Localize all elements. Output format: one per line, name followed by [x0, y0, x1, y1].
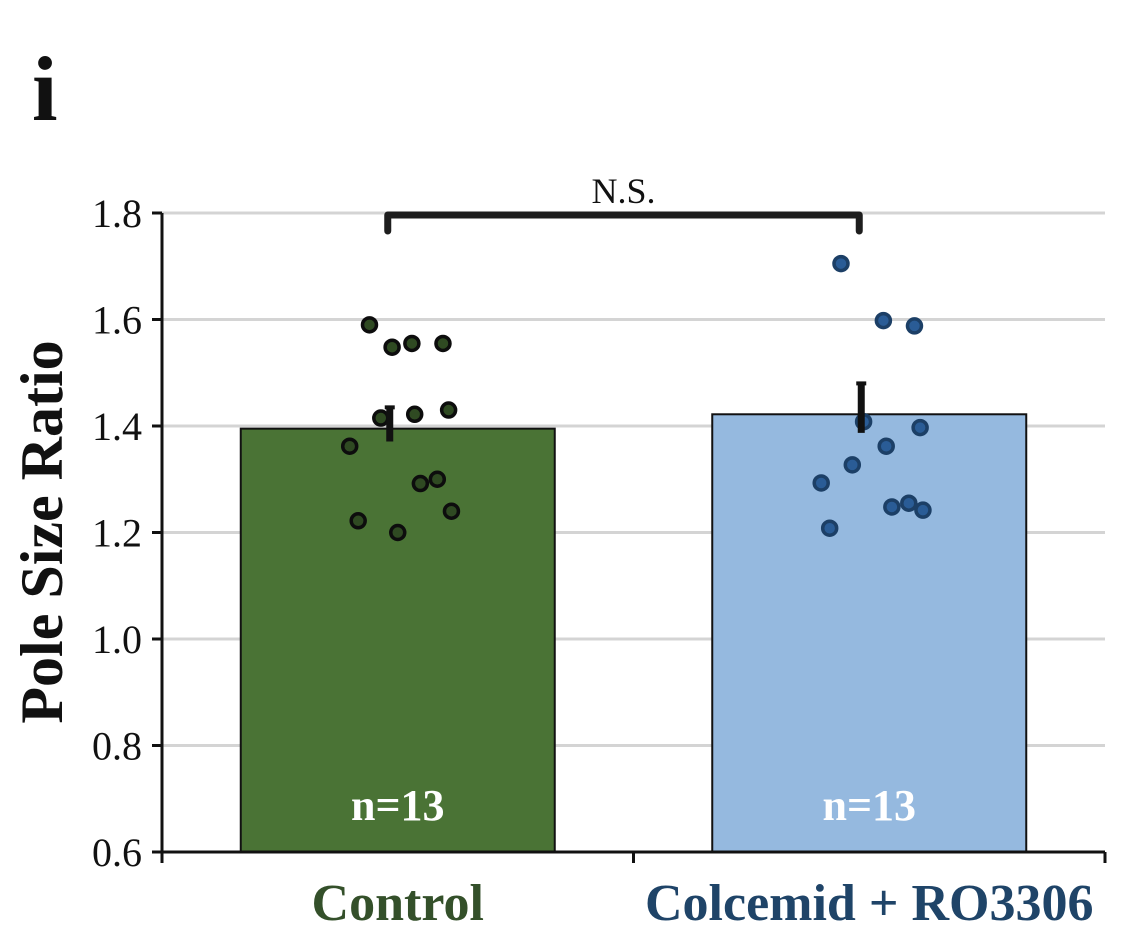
significance-label: N.S. — [591, 171, 655, 211]
significance-bracket: N.S. — [384, 171, 863, 235]
data-point — [874, 311, 893, 330]
data-point — [389, 523, 407, 542]
y-tick-label: 1.8 — [92, 191, 142, 236]
data-point — [434, 334, 452, 353]
x-tick-label: Control — [312, 875, 484, 932]
data-point — [877, 437, 895, 455]
error-bars — [384, 381, 867, 442]
bar-0 — [239, 427, 556, 853]
data-point — [428, 470, 447, 488]
x-tick-label: Colcemid + RO3306 — [645, 875, 1093, 932]
y-tick-label: 1.6 — [92, 298, 142, 343]
y-tick-label: 0.8 — [92, 724, 142, 769]
data-point — [360, 316, 379, 334]
n-label: n=13 — [351, 781, 445, 830]
data-point — [911, 418, 929, 437]
y-axis-label: Pole Size Ratio — [9, 340, 75, 723]
data-point — [403, 334, 421, 353]
data-point — [372, 409, 390, 427]
significance-bracket-line — [384, 211, 863, 235]
data-point — [843, 456, 862, 474]
data-point — [349, 512, 367, 530]
bar-1 — [711, 413, 1028, 853]
data-point — [905, 317, 924, 335]
data-points — [340, 254, 932, 542]
data-point — [900, 494, 918, 512]
y-tick-label: 1.0 — [92, 617, 142, 662]
n-label: n=13 — [822, 781, 916, 830]
data-point — [442, 502, 461, 520]
y-tick-label: 1.2 — [92, 511, 142, 556]
data-point — [411, 474, 430, 493]
axes: 0.6 0.8 1.0 1.2 1.4 1.6 1.8 Control Colcemid + R… — [92, 191, 1107, 932]
y-tick-label: 1.4 — [92, 404, 142, 449]
data-point — [914, 501, 932, 519]
data-point — [439, 401, 458, 419]
data-point — [405, 405, 424, 424]
data-point — [820, 519, 839, 537]
data-point — [340, 437, 359, 455]
data-point — [812, 474, 830, 492]
panel-label: i — [32, 38, 58, 140]
data-point — [383, 338, 401, 356]
data-point — [832, 254, 850, 273]
bars: n=13 n=13 — [239, 413, 1028, 853]
data-point — [883, 498, 901, 516]
y-tick-label: 0.6 — [92, 830, 142, 875]
